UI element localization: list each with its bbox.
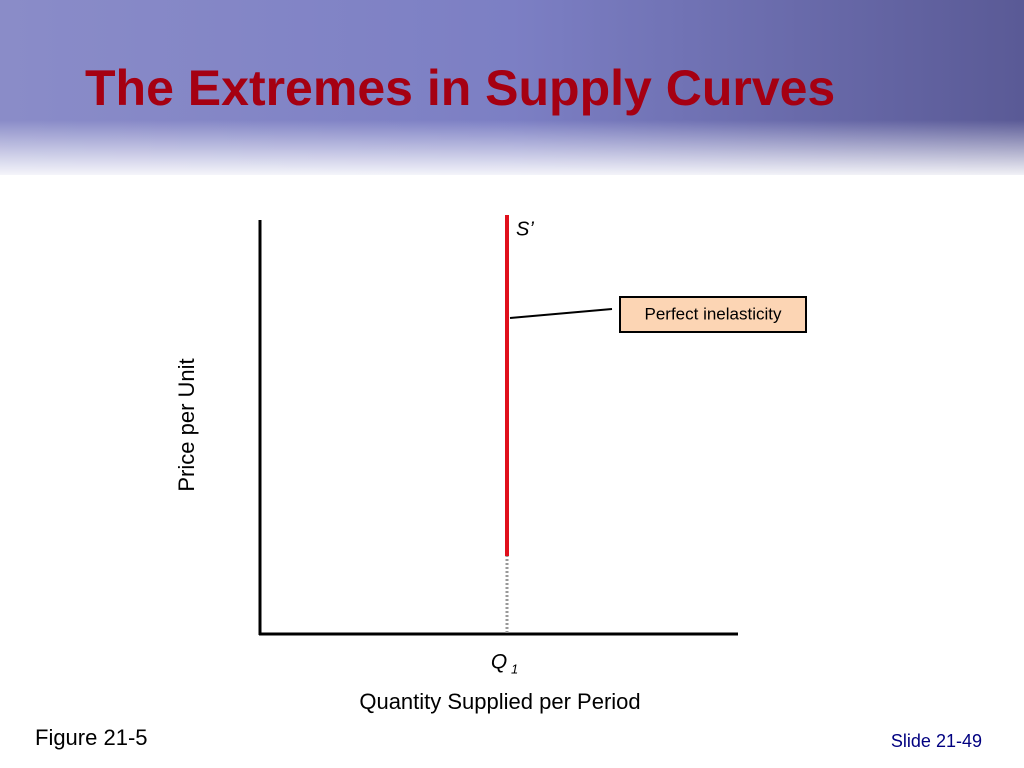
x-point-label: Q xyxy=(491,651,507,674)
title: The Extremes in Supply Curves xyxy=(85,60,835,116)
x-axis-label: Quantity Supplied per Period xyxy=(359,689,640,714)
annotation-box xyxy=(619,296,807,333)
leader-line xyxy=(509,308,613,319)
curve-label: S’ xyxy=(516,218,534,240)
annotation: Perfect inelasticity xyxy=(645,304,782,323)
slide-number: Slide 21-49 xyxy=(891,731,982,751)
header-fade xyxy=(0,120,1024,180)
y-axis-label: Price per Unit xyxy=(174,358,199,491)
x-point-subscript: 1 xyxy=(511,661,518,676)
figure-label: Figure 21-5 xyxy=(35,725,148,750)
